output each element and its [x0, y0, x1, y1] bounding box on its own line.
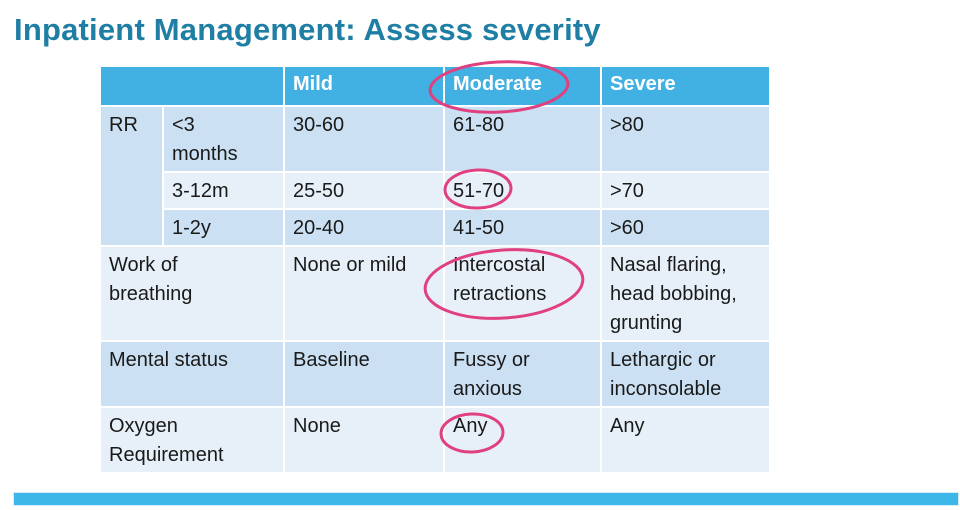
table-row-mental-status: Mental status Baseline Fussy or anxious …: [99, 340, 771, 408]
severity-table: Mild Moderate Severe RR <3 months 30-60 …: [99, 65, 771, 474]
cell-text: <3 months: [172, 114, 238, 165]
footer-accent-bar: [13, 492, 959, 506]
header-cell-mild: Mild: [283, 65, 445, 107]
cell-text: Work of breathing: [109, 254, 193, 305]
cell-mental-severe: Lethargic or inconsolable: [600, 340, 771, 408]
header-cell-severe: Severe: [600, 65, 771, 107]
header-cell-moderate: Moderate: [443, 65, 602, 107]
cell-rr-under3-age: <3 months: [162, 105, 285, 173]
table-row-oxygen-requirement: Oxygen Requirement None Any Any: [99, 406, 771, 474]
table-row-rr-3-12m: 3-12m 25-50 51-70 >70: [100, 171, 771, 210]
table-row-rr-1-2y: 1-2y 20-40 41-50 >60: [100, 208, 771, 247]
row-label-oxygen-requirement: Oxygen Requirement: [99, 406, 285, 474]
cell-rr-3-12m-age: 3-12m: [162, 171, 285, 210]
row-label-work-of-breathing: Work of breathing: [99, 245, 285, 342]
cell-rr-1-2y-mild: 20-40: [283, 208, 445, 247]
cell-mental-moderate: Fussy or anxious: [443, 340, 602, 408]
cell-rr-1-2y-age: 1-2y: [162, 208, 285, 247]
cell-rr-3-12m-mild: 25-50: [283, 171, 445, 210]
table-row-work-of-breathing: Work of breathing None or mild Intercost…: [99, 245, 771, 342]
cell-oxygen-severe: Any: [600, 406, 771, 474]
cell-wob-moderate: Intercostal retractions: [443, 245, 602, 342]
cell-rr-under3-mild: 30-60: [283, 105, 445, 173]
cell-wob-mild: None or mild: [283, 245, 445, 342]
cell-rr-1-2y-moderate: 41-50: [443, 208, 602, 247]
cell-wob-severe: Nasal flaring, head bobbing, grunting: [600, 245, 771, 342]
cell-rr-3-12m-moderate: 51-70: [443, 171, 602, 210]
row-label-rr: RR: [99, 105, 164, 247]
header-cell-blank: [99, 65, 285, 107]
table-header-row: Mild Moderate Severe: [99, 65, 771, 107]
cell-mental-mild: Baseline: [283, 340, 445, 408]
cell-rr-1-2y-severe: >60: [600, 208, 771, 247]
cell-oxygen-moderate: Any: [443, 406, 602, 474]
cell-oxygen-mild: None: [283, 406, 445, 474]
cell-text: Fussy or anxious: [453, 349, 530, 400]
row-label-mental-status: Mental status: [99, 340, 285, 408]
cell-rr-under3-moderate: 61-80: [443, 105, 602, 173]
page-title: Inpatient Management: Assess severity: [14, 12, 601, 47]
cell-rr-3-12m-severe: >70: [600, 171, 771, 210]
table-row-rr-under3: RR <3 months 30-60 61-80 >80: [99, 105, 771, 247]
cell-text: Oxygen Requirement: [109, 415, 224, 466]
cell-rr-under3-severe: >80: [600, 105, 771, 173]
